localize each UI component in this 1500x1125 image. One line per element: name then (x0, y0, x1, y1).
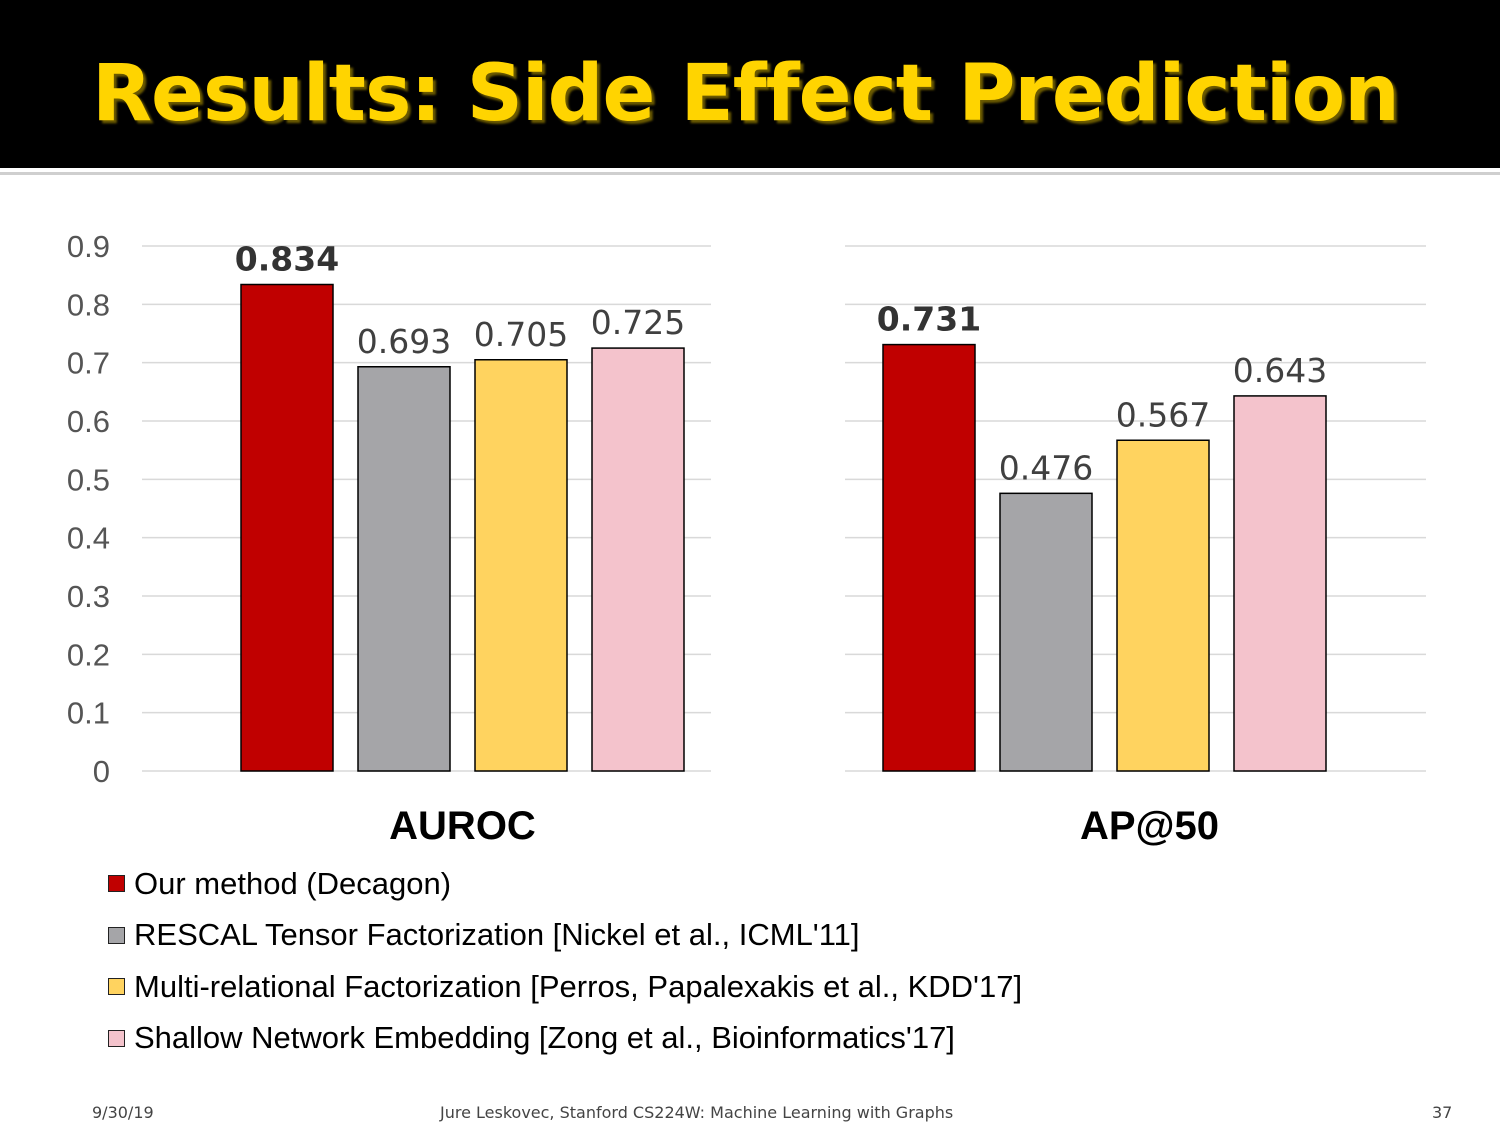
bar (474, 359, 568, 772)
title-bar (0, 0, 1500, 168)
bar (1116, 439, 1210, 772)
bar (240, 283, 334, 772)
legend-swatch-multi-relational (108, 978, 125, 996)
page-number: 37 (1432, 1103, 1453, 1122)
footer-credit: Jure Leskovec, Stanford CS224W: Machine … (440, 1103, 954, 1122)
y-tick-label: 0.4 (67, 521, 110, 556)
y-tick-label: 0.6 (67, 404, 110, 439)
legend-label-decagon: Our method (Decagon) (134, 865, 452, 901)
legend-swatch-decagon (108, 875, 125, 893)
data-label: 0.834 (235, 240, 339, 279)
bar (357, 366, 451, 772)
chart-legend: Our method (Decagon) RESCAL Tensor Facto… (108, 858, 1022, 1064)
legend-item-rescal: RESCAL Tensor Factorization [Nickel et a… (108, 910, 1022, 962)
category-label: AP@50 (1080, 804, 1219, 848)
legend-swatch-shallow-embedding (108, 1029, 125, 1047)
data-label: 0.693 (357, 322, 451, 361)
y-tick-label: 0.3 (67, 579, 110, 614)
category-label: AUROC (389, 804, 536, 848)
data-label: 0.567 (1116, 395, 1210, 434)
title-divider (0, 172, 1500, 175)
legend-item-multi-relational: Multi-relational Factorization [Perros, … (108, 961, 1022, 1013)
legend-swatch-rescal (108, 926, 125, 944)
y-tick-label: 0.5 (67, 462, 110, 497)
data-label: 0.731 (877, 300, 981, 339)
y-tick-label: 0.1 (67, 696, 110, 731)
y-tick-label: 0.7 (67, 346, 110, 381)
footer-date: 9/30/19 (92, 1103, 154, 1122)
slide-title: Results: Side Effect Prediction (92, 49, 1400, 139)
y-tick-label: 0 (93, 754, 110, 789)
bar (1233, 395, 1327, 772)
legend-label-multi-relational: Multi-relational Factorization [Perros, … (134, 968, 1023, 1004)
legend-item-shallow-embedding: Shallow Network Embedding [Zong et al., … (108, 1013, 1022, 1065)
data-label: 0.725 (591, 303, 685, 342)
legend-item-decagon: Our method (Decagon) (108, 858, 1022, 910)
y-tick-label: 0.9 (67, 229, 110, 264)
bar (882, 343, 976, 772)
legend-label-shallow-embedding: Shallow Network Embedding [Zong et al., … (134, 1020, 955, 1056)
bar (999, 492, 1093, 772)
bar (591, 347, 685, 772)
y-tick-label: 0.2 (67, 637, 110, 672)
data-label: 0.643 (1233, 351, 1327, 390)
data-label: 0.705 (474, 315, 568, 354)
data-label: 0.476 (999, 448, 1093, 487)
y-tick-label: 0.8 (67, 287, 110, 322)
legend-label-rescal: RESCAL Tensor Factorization [Nickel et a… (134, 917, 860, 953)
